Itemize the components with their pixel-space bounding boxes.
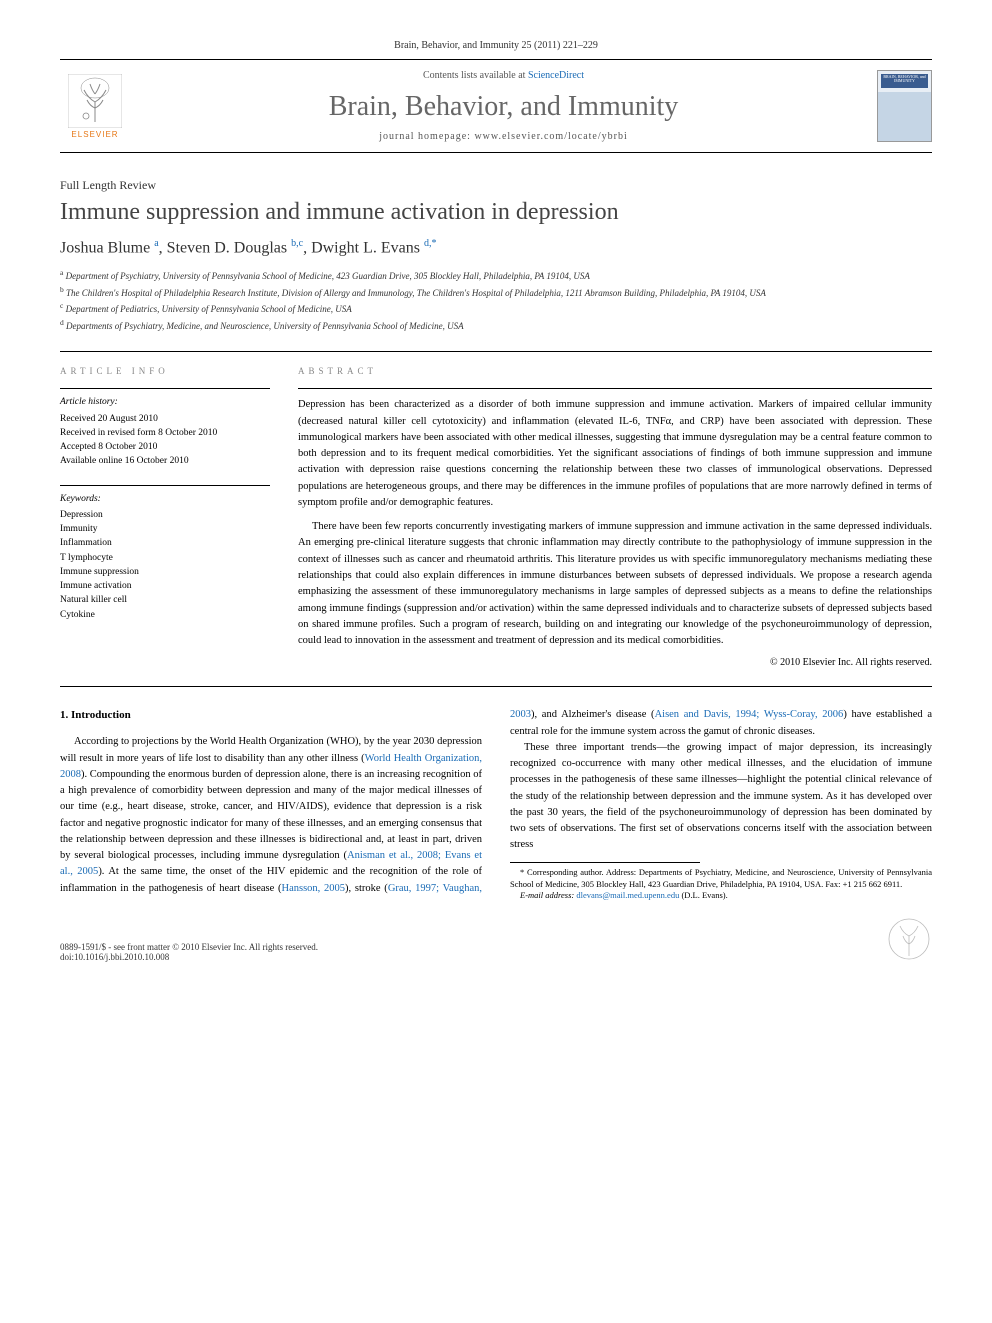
abstract-copyright: © 2010 Elsevier Inc. All rights reserved… xyxy=(298,657,932,668)
article-info-label: ARTICLE INFO xyxy=(60,366,270,376)
affiliation-line: a Department of Psychiatry, University o… xyxy=(60,267,932,284)
header-center: Contents lists available at ScienceDirec… xyxy=(130,70,877,142)
history-line: Received 20 August 2010 xyxy=(60,412,270,426)
article-info-column: ARTICLE INFO Article history: Received 2… xyxy=(60,366,270,668)
keyword: Immune suppression xyxy=(60,565,270,579)
journal-reference: Brain, Behavior, and Immunity 25 (2011) … xyxy=(60,40,932,51)
abstract-column: ABSTRACT Depression has been characteriz… xyxy=(298,366,932,668)
keyword: T lymphocyte xyxy=(60,551,270,565)
homepage-line: journal homepage: www.elsevier.com/locat… xyxy=(130,131,877,142)
keywords-header: Keywords: xyxy=(60,492,270,506)
issn-line: 0889-1591/$ - see front matter © 2010 El… xyxy=(60,942,318,952)
email-suffix: (D.L. Evans). xyxy=(679,890,727,900)
journal-ref-journal: Brain, Behavior, and Immunity xyxy=(394,40,519,51)
footer-left: 0889-1591/$ - see front matter © 2010 El… xyxy=(60,942,318,962)
article-title: Immune suppression and immune activation… xyxy=(60,199,932,226)
affiliation-line: d Departments of Psychiatry, Medicine, a… xyxy=(60,317,932,334)
affiliation-line: c Department of Pediatrics, University o… xyxy=(60,300,932,317)
journal-name: Brain, Behavior, and Immunity xyxy=(130,91,877,123)
footnote-separator xyxy=(510,862,700,863)
email-footnote: E-mail address: dlevans@mail.med.upenn.e… xyxy=(510,890,932,902)
journal-ref-pages: 221–229 xyxy=(563,40,598,51)
email-label: E-mail address: xyxy=(520,890,576,900)
keyword: Depression xyxy=(60,508,270,522)
journal-cover-thumb: BRAIN, BEHAVIOR, and IMMUNITY xyxy=(877,70,932,142)
abstract-paragraph: Depression has been characterized as a d… xyxy=(298,397,932,511)
keywords-block: Keywords: DepressionImmunityInflammation… xyxy=(60,485,270,622)
history-header: Article history: xyxy=(60,395,270,409)
journal-header: ELSEVIER Contents lists available at Sci… xyxy=(60,59,932,153)
elsevier-mark-icon xyxy=(886,916,932,962)
history-line: Received in revised form 8 October 2010 xyxy=(60,426,270,440)
body-columns: 1. Introduction According to projections… xyxy=(60,707,932,902)
abstract-label: ABSTRACT xyxy=(298,366,932,376)
elsevier-tree-icon xyxy=(68,74,122,128)
corresponding-author-footnote: * Corresponding author. Address: Departm… xyxy=(510,867,932,891)
publisher-name: ELSEVIER xyxy=(60,130,130,139)
cover-thumb-title: BRAIN, BEHAVIOR, and IMMUNITY xyxy=(882,75,927,84)
article-type: Full Length Review xyxy=(60,178,932,193)
authors-line: Joshua Blume a, Steven D. Douglas b,c, D… xyxy=(60,238,932,257)
abstract-paragraph: There have been few reports concurrently… xyxy=(298,519,932,649)
history-line: Available online 16 October 2010 xyxy=(60,454,270,468)
homepage-prefix: journal homepage: xyxy=(379,131,474,142)
article-history-block: Article history: Received 20 August 2010… xyxy=(60,388,270,468)
contents-line: Contents lists available at ScienceDirec… xyxy=(130,70,877,81)
citation-link[interactable]: Hansson, 2005 xyxy=(282,883,346,894)
body-paragraph-2: These three important trends—the growing… xyxy=(510,740,932,854)
page-container: Brain, Behavior, and Immunity 25 (2011) … xyxy=(0,0,992,992)
affiliations: a Department of Psychiatry, University o… xyxy=(60,267,932,333)
contents-prefix: Contents lists available at xyxy=(423,70,528,81)
keyword: Immunity xyxy=(60,522,270,536)
affiliation-line: b The Children's Hospital of Philadelphi… xyxy=(60,284,932,301)
keyword: Immune activation xyxy=(60,579,270,593)
email-link[interactable]: dlevans@mail.med.upenn.edu xyxy=(576,890,679,900)
sciencedirect-link[interactable]: ScienceDirect xyxy=(528,70,584,81)
journal-ref-volume: 25 xyxy=(522,40,532,51)
abstract-text: Depression has been characterized as a d… xyxy=(298,388,932,649)
info-abstract-row: ARTICLE INFO Article history: Received 2… xyxy=(60,351,932,668)
citation-link[interactable]: Aisen and Davis, 1994; Wyss-Coray, 2006 xyxy=(655,709,844,720)
doi-line: doi:10.1016/j.bbi.2010.10.008 xyxy=(60,952,318,962)
page-footer: 0889-1591/$ - see front matter © 2010 El… xyxy=(60,916,932,962)
section-divider xyxy=(60,686,932,687)
keyword: Cytokine xyxy=(60,608,270,622)
section-title: Introduction xyxy=(71,709,131,721)
keyword: Inflammation xyxy=(60,536,270,550)
publisher-logo: ELSEVIER xyxy=(60,74,130,139)
section-number: 1. xyxy=(60,709,68,721)
section-heading: 1. Introduction xyxy=(60,707,482,724)
journal-ref-year: (2011) xyxy=(534,40,560,51)
history-line: Accepted 8 October 2010 xyxy=(60,440,270,454)
keyword: Natural killer cell xyxy=(60,593,270,607)
homepage-url: www.elsevier.com/locate/ybrbi xyxy=(474,131,627,142)
